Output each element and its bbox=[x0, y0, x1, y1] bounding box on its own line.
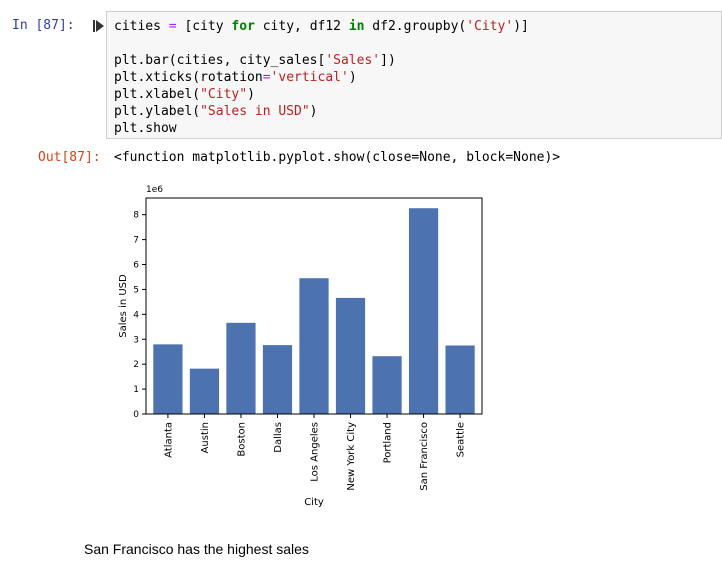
run-cell-icon[interactable] bbox=[93, 20, 104, 32]
output-prompt: Out[87]: bbox=[38, 150, 101, 165]
code-token: "City" bbox=[200, 87, 248, 102]
code-token: cities bbox=[114, 19, 169, 34]
y-tick-label: 5 bbox=[133, 285, 139, 295]
x-tick-label: New York City bbox=[346, 422, 357, 491]
code-token: plt.xlabel( bbox=[114, 87, 201, 102]
bar bbox=[189, 368, 220, 414]
code-token: )] bbox=[513, 19, 529, 34]
y-tick-label: 4 bbox=[133, 310, 139, 320]
code-token: "Sales in USD" bbox=[200, 104, 310, 119]
code-token: ) bbox=[309, 104, 318, 119]
code-token: = bbox=[168, 19, 177, 34]
code-editor[interactable]: cities = [city for city, df12 in df2.gro… bbox=[114, 18, 529, 137]
x-tick-label: Portland bbox=[383, 422, 394, 463]
bar bbox=[408, 208, 439, 414]
code-line: plt.show bbox=[114, 120, 529, 137]
code-token: df2.groupby( bbox=[364, 19, 467, 34]
code-token: ) bbox=[348, 70, 357, 85]
code-token: ) bbox=[247, 87, 255, 102]
code-token: 'vertical' bbox=[270, 70, 349, 85]
y-tick-label: 0 bbox=[133, 410, 139, 420]
bar bbox=[262, 345, 293, 414]
code-token: city, df12 bbox=[254, 19, 349, 34]
code-token: in bbox=[348, 19, 365, 34]
code-token: plt.bar(cities, city_sales[ bbox=[114, 53, 326, 68]
code-token: 'Sales' bbox=[325, 53, 381, 68]
x-tick-label: Austin bbox=[200, 422, 211, 453]
code-token: plt.ylabel( bbox=[114, 104, 201, 119]
input-prompt: In [87]: bbox=[12, 18, 75, 33]
x-tick-label: Atlanta bbox=[163, 422, 174, 458]
y-tick-label: 8 bbox=[133, 211, 139, 221]
x-tick-label: Seattle bbox=[456, 422, 467, 457]
y-tick-label: 7 bbox=[133, 236, 139, 246]
x-tick-label: Dallas bbox=[273, 422, 284, 453]
output-text: <function matplotlib.pyplot.show(close=N… bbox=[114, 150, 561, 165]
bar bbox=[445, 345, 475, 414]
code-line: plt.ylabel("Sales in USD") bbox=[114, 103, 529, 120]
y-tick-label: 1 bbox=[133, 385, 139, 395]
x-tick-label: Boston bbox=[236, 422, 247, 457]
code-line: plt.xlabel("City") bbox=[114, 86, 529, 103]
code-token: ]) bbox=[380, 53, 396, 68]
y-tick-label: 2 bbox=[133, 360, 139, 370]
code-token: plt.xticks(rotation bbox=[114, 70, 263, 85]
y-tick-label: 6 bbox=[133, 261, 139, 271]
bar bbox=[335, 297, 366, 414]
code-cell-input[interactable]: cities = [city for city, df12 in df2.gro… bbox=[106, 11, 722, 139]
bar bbox=[153, 344, 183, 414]
code-token: plt.show bbox=[114, 121, 177, 136]
markdown-text: San Francisco has the highest sales bbox=[84, 541, 309, 557]
code-token: 'City' bbox=[466, 19, 514, 34]
x-tick-label: Los Angeles bbox=[310, 422, 321, 482]
bar bbox=[299, 278, 329, 414]
code-token: = bbox=[262, 70, 271, 85]
code-token: for bbox=[231, 19, 255, 34]
code-line: plt.bar(cities, city_sales['Sales']) bbox=[114, 52, 529, 69]
x-tick-label: San Francisco bbox=[419, 422, 430, 491]
bar bbox=[372, 356, 402, 414]
code-line: plt.xticks(rotation='vertical') bbox=[114, 69, 529, 86]
bar bbox=[226, 322, 256, 414]
y-axis-label: Sales in USD bbox=[118, 274, 129, 338]
y-tick-label: 3 bbox=[133, 335, 139, 345]
code-token: [city bbox=[176, 19, 232, 34]
x-axis-label: City bbox=[304, 497, 324, 508]
code-line: cities = [city for city, df12 in df2.gro… bbox=[114, 18, 529, 35]
offset-text: 1e6 bbox=[146, 185, 163, 195]
